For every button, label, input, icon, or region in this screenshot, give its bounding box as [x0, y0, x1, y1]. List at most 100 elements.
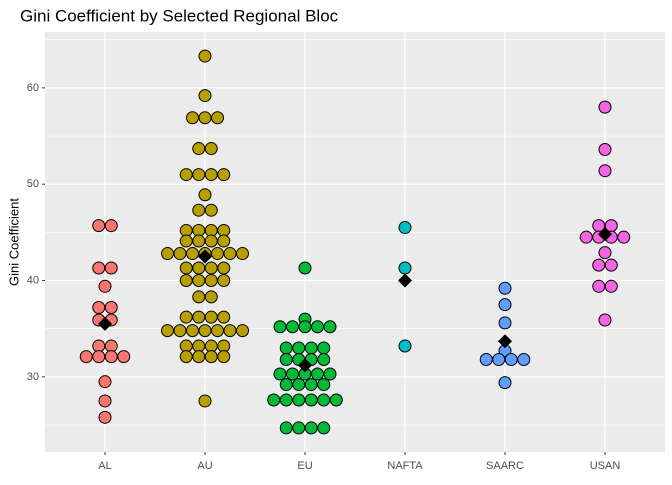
data-point: [504, 353, 518, 367]
data-point: [304, 421, 318, 435]
x-tick-label: AU: [197, 460, 212, 472]
data-point: [592, 279, 606, 293]
data-point: [598, 143, 612, 157]
data-point: [104, 301, 118, 315]
data-point: [92, 301, 106, 315]
data-point: [179, 310, 193, 324]
data-point: [286, 367, 299, 381]
data-point: [104, 219, 118, 233]
y-axis-label: Gini Coefficient: [6, 198, 21, 286]
data-point: [211, 111, 224, 125]
data-point: [192, 310, 206, 324]
data-point: [92, 219, 106, 233]
data-point: [192, 168, 206, 182]
data-point: [598, 313, 612, 327]
x-tick-label: AL: [98, 460, 111, 472]
data-point: [329, 393, 343, 407]
data-point: [179, 350, 193, 364]
data-point: [217, 261, 231, 275]
data-point: [211, 247, 224, 261]
data-point: [498, 316, 512, 330]
data-point: [398, 261, 412, 275]
data-point: [211, 324, 224, 338]
data-point: [273, 320, 287, 334]
data-point: [292, 393, 306, 407]
data-point: [317, 341, 331, 355]
data-point: [104, 261, 118, 275]
data-point: [398, 339, 412, 353]
data-point: [198, 111, 212, 125]
data-point: [179, 261, 193, 275]
data-point: [286, 320, 299, 334]
data-point: [217, 350, 231, 364]
data-point: [267, 393, 281, 407]
data-point: [279, 341, 293, 355]
data-point: [492, 353, 506, 367]
mean-marker: [298, 358, 312, 373]
data-point: [323, 320, 337, 334]
data-point: [173, 247, 187, 261]
data-point: [292, 421, 306, 435]
data-point: [298, 261, 312, 275]
data-point: [173, 324, 187, 338]
data-point: [279, 353, 293, 367]
x-tick-label: USAN: [590, 460, 621, 472]
data-point: [217, 168, 231, 182]
data-point: [236, 324, 249, 338]
data-point: [579, 230, 593, 244]
data-point: [204, 310, 218, 324]
mean-marker: [398, 273, 412, 288]
data-point: [498, 281, 512, 295]
data-point: [198, 188, 212, 202]
data-point: [92, 350, 106, 364]
data-point: [161, 247, 174, 261]
chart-title: Gini Coefficient by Selected Regional Bl…: [20, 6, 339, 25]
data-point: [179, 274, 193, 288]
data-point: [204, 290, 218, 304]
y-tick-label: 30: [27, 371, 39, 383]
data-point: [198, 324, 212, 338]
data-point: [604, 258, 618, 272]
data-point: [98, 410, 112, 424]
data-point: [279, 393, 293, 407]
data-point: [161, 324, 174, 338]
data-point: [223, 247, 237, 261]
data-point: [217, 310, 231, 324]
mean-marker: [98, 316, 112, 331]
data-point: [498, 376, 512, 390]
data-point: [79, 350, 93, 364]
mean-marker: [198, 249, 212, 264]
data-point: [186, 247, 199, 261]
data-point: [186, 324, 199, 338]
data-point: [192, 261, 206, 275]
data-point: [217, 274, 231, 288]
data-point: [398, 221, 412, 235]
data-point: [204, 168, 218, 182]
data-point: [192, 274, 206, 288]
data-point: [311, 367, 324, 381]
data-point: [279, 378, 293, 392]
data-point: [317, 393, 331, 407]
data-point: [311, 320, 324, 334]
data-point: [198, 89, 212, 103]
data-point: [598, 246, 612, 260]
data-point: [298, 320, 312, 334]
data-point: [279, 421, 293, 435]
data-point: [498, 298, 512, 312]
x-tick-label: EU: [297, 460, 312, 472]
data-point: [223, 324, 237, 338]
data-point: [217, 234, 231, 248]
data-point: [204, 203, 218, 217]
data-point: [604, 279, 618, 293]
data-point: [304, 341, 318, 355]
data-point: [292, 341, 306, 355]
data-point: [204, 350, 218, 364]
data-point: [92, 261, 106, 275]
data-point: [198, 49, 212, 63]
data-point: [204, 261, 218, 275]
data-point: [317, 421, 331, 435]
data-point: [179, 168, 193, 182]
data-point: [117, 350, 131, 364]
panel-background: [45, 32, 665, 452]
